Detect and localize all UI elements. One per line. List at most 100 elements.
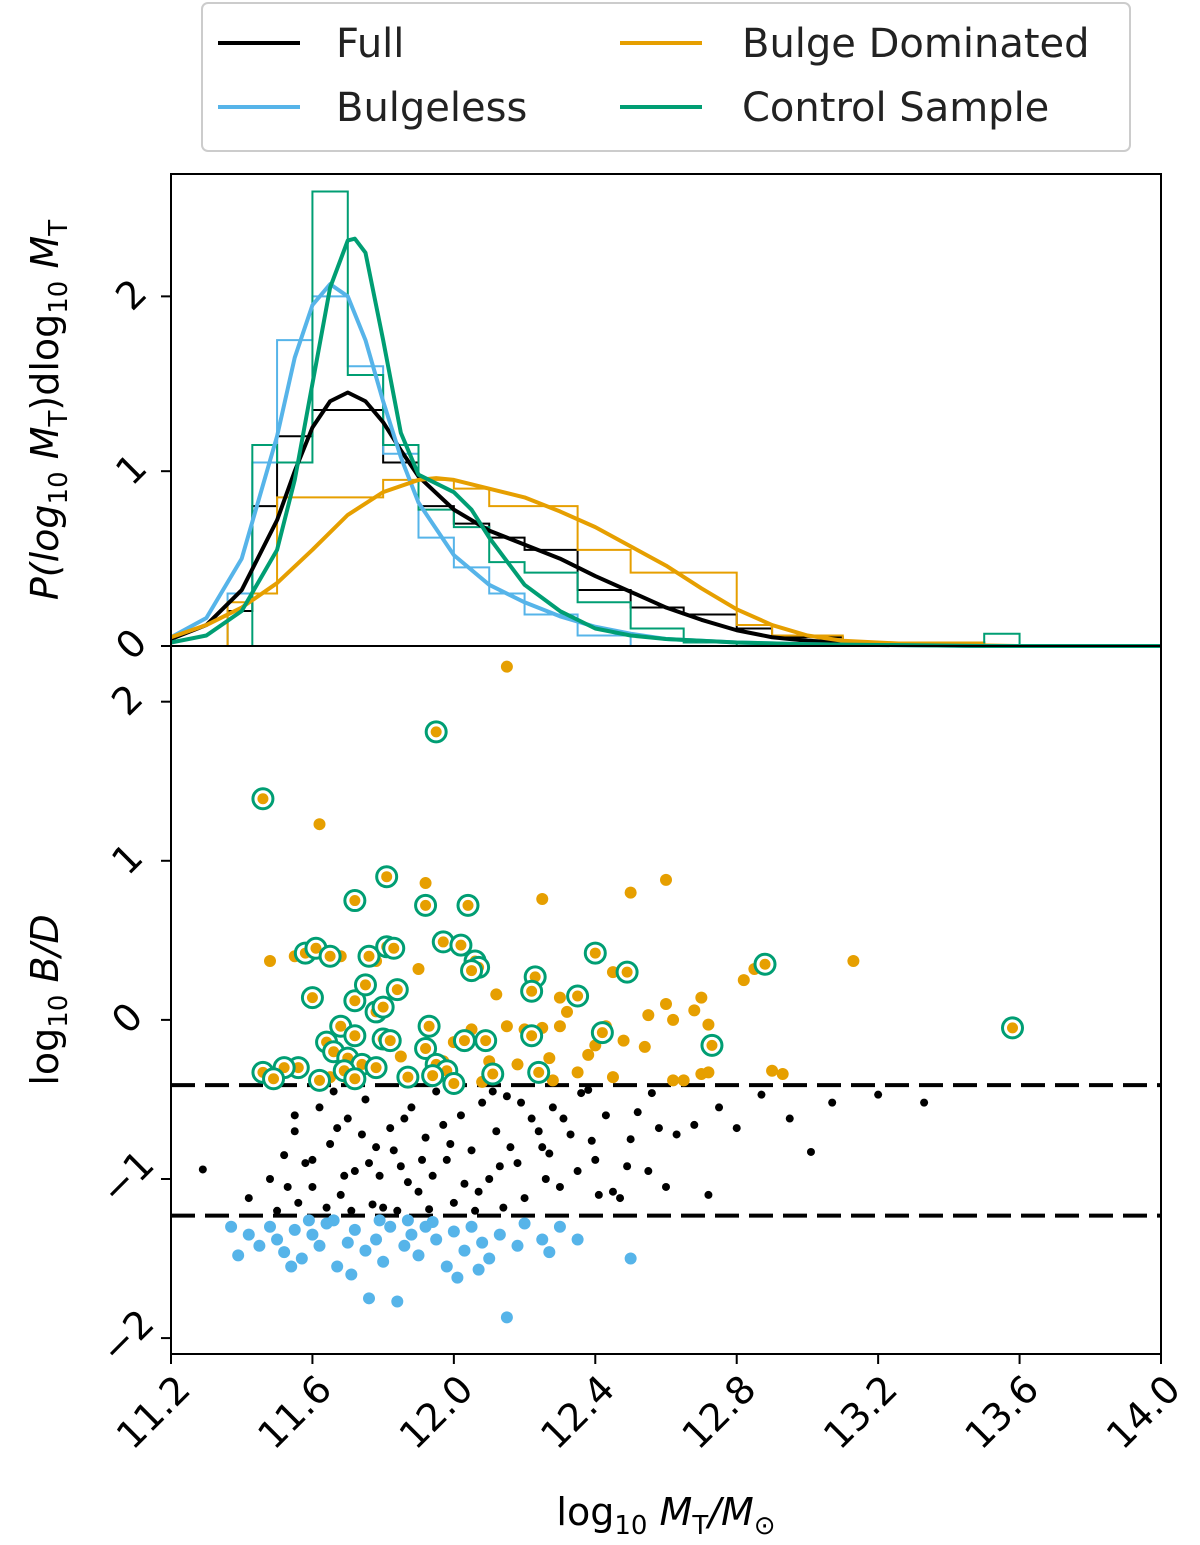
x-tick-label-3: 12.4 [532,1367,623,1458]
point-full [439,1120,448,1129]
point-full [340,1171,349,1180]
point-full [672,1130,681,1139]
point-bulge-dominated [766,1064,779,1077]
point-control-sample [371,995,395,1019]
point-bulgeless [363,1292,375,1305]
point-bulgeless [543,1246,556,1259]
point-bulge-dominated [606,1071,619,1084]
point-full [647,1089,656,1098]
point-bulgeless [253,1239,266,1252]
point-bulge-dominated [500,1020,513,1033]
point-full [662,1182,670,1191]
point-full [704,1190,713,1199]
point-full [502,1092,511,1101]
point-bulgeless [242,1228,255,1241]
point-control-sample [396,1065,420,1089]
point-full [407,1103,416,1112]
point-full [633,1108,642,1117]
legend-label-bulge-dominated: Bulge Dominated [742,21,1090,67]
point-control-sample [566,984,590,1008]
point-full [343,1114,352,1123]
bottom-y-tick-label-3: 1 [103,835,151,883]
point-control-sample [385,978,409,1002]
point-bulge-dominated [847,955,860,968]
point-full [654,1124,663,1133]
point-full [449,1198,458,1207]
point-bulge-dominated [642,1009,655,1022]
point-control-sample-core [526,985,538,997]
point-control-sample [414,1037,438,1061]
point-full [488,1087,497,1096]
bottom-y-tick-label-4: 2 [103,676,151,724]
point-full [350,1167,359,1176]
point-full [806,1147,815,1156]
point-bulge-dominated [553,991,566,1004]
point-control-sample [421,1064,445,1088]
point-full [301,1159,310,1168]
point-full [273,1206,282,1215]
point-full [485,1174,494,1183]
top-y-axis-label: P(log10 MT)dlog10 MT [23,220,74,600]
point-control-sample-core [759,958,771,970]
x-tick-label-7: 14.0 [1098,1367,1189,1458]
point-control-sample-core [377,1001,389,1013]
point-control-sample-core [458,1035,470,1047]
point-bulge-dominated [561,1005,573,1018]
point-full [308,1182,317,1191]
point-full [616,1194,625,1203]
point-full [478,1098,487,1107]
point-control-sample [375,865,399,889]
point-bulgeless [225,1220,238,1233]
histogram-bulge-dominated [171,478,1161,647]
point-control-sample-core [402,1071,414,1083]
point-full [432,1087,441,1096]
point-full [379,1203,388,1212]
point-control-sample-core [706,1039,718,1051]
point-bulgeless [447,1225,460,1238]
point-full [322,1203,331,1212]
point-full [623,1162,632,1171]
point-control-sample [590,1021,614,1045]
point-control-sample-core [310,942,322,954]
point-control-sample [520,979,544,1003]
point-full [499,1203,508,1212]
point-bulge-dominated [660,997,672,1010]
point-full [690,1120,699,1129]
point-control-sample [357,944,381,968]
point-control-sample-core [363,950,375,962]
point-full [280,1151,289,1160]
point-full [308,1155,317,1164]
point-bulge-dominated [667,1074,680,1087]
point-full [594,1190,603,1199]
point-full [361,1095,370,1104]
point-bulge-dominated [624,886,637,899]
point-control-sample-core [420,1043,432,1055]
bottom-y-axis-label: log10 B/D [23,914,74,1085]
point-bulge-dominated [490,988,503,1001]
point-bulgeless [348,1223,361,1236]
histogram-full [171,409,1161,647]
point-bulgeless [401,1214,414,1227]
point-full [608,1187,617,1196]
point-control-sample-core [268,1073,280,1085]
point-control-sample [308,1068,331,1092]
point-control-sample [378,1029,402,1053]
point-full [198,1165,207,1174]
point-full [425,1205,434,1214]
point-control-sample [382,936,406,960]
point-bulgeless [483,1252,496,1265]
point-control-sample [583,941,607,965]
point-control-sample-core [448,1078,460,1090]
point-bulgeless [458,1244,471,1257]
top-y-ticks: 0 1 2 [107,270,171,668]
point-control-sample-core [384,1035,396,1047]
point-bulgeless [511,1239,524,1252]
point-control-sample-core [1007,1022,1018,1034]
point-control-sample [481,1062,505,1086]
point-control-sample [442,1072,466,1096]
point-control-sample-core [349,895,361,907]
legend-label-bulgeless: Bulgeless [336,85,527,131]
point-full [548,1103,557,1112]
point-bulgeless [493,1228,506,1241]
point-full [920,1098,929,1107]
